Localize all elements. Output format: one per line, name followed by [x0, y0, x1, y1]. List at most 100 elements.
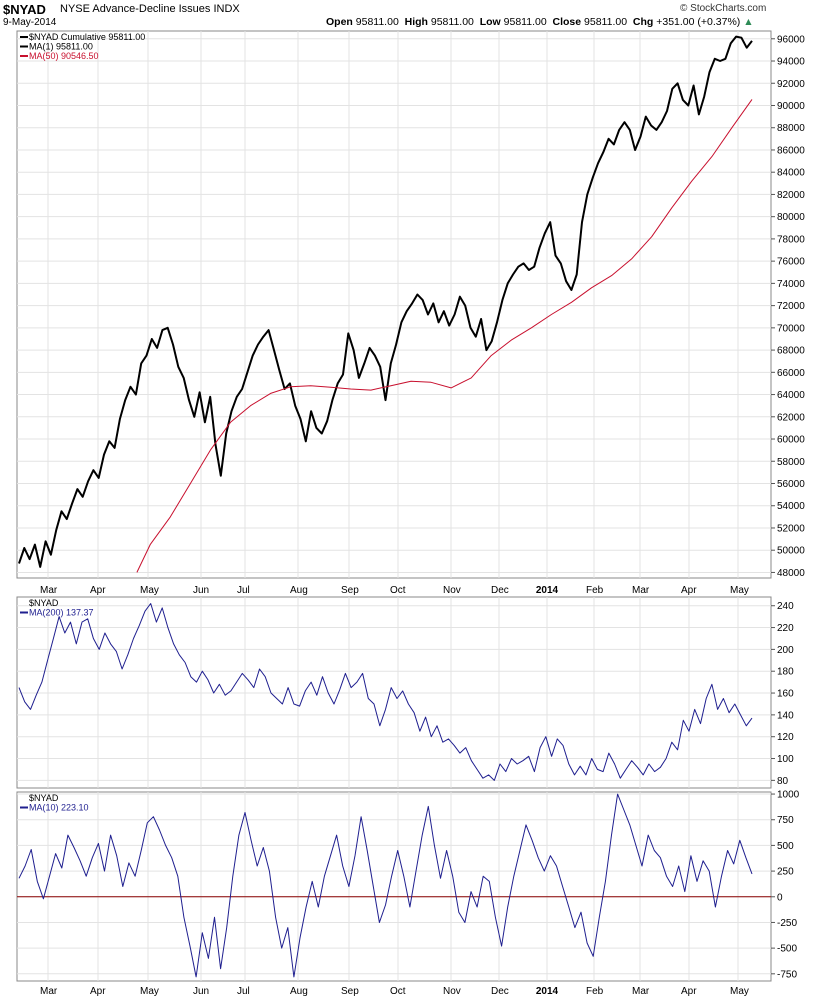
y-tick-label: 750 [777, 815, 794, 826]
x-tick-label: Nov [443, 986, 461, 997]
y-tick-label: 220 [777, 623, 794, 634]
price-panel: 48000 50000 52000 54000 56000 58000 60000 62000… [16, 30, 805, 596]
y-tick-label: 0 [777, 892, 783, 903]
y-tick-label: 80000 [777, 212, 805, 223]
x-tick-label: May [730, 986, 749, 997]
y-tick-label: 92000 [777, 79, 805, 90]
high-label: High [404, 16, 428, 28]
y-tick-label: 140 [777, 710, 794, 721]
y-tick-label: 86000 [777, 145, 805, 156]
legend-label: MA(1) 95811.00 [29, 42, 93, 52]
x-tick-label: Mar [40, 986, 58, 997]
x-tick-label: May [140, 585, 159, 596]
y-tick-label: 76000 [777, 257, 805, 268]
x-tick-label: 2014 [536, 986, 559, 997]
x-tick-label: 2014 [536, 585, 559, 596]
series-line-ma-10- [18, 793, 753, 978]
panel-frame [16, 791, 772, 982]
high-value: 95811.00 [430, 16, 474, 28]
y-tick-label: 90000 [777, 101, 805, 112]
y-tick-label: 84000 [777, 168, 805, 179]
close-value: 95811.00 [584, 16, 628, 28]
panel-frame [16, 30, 772, 579]
x-tick-label: Apr [90, 986, 106, 997]
legend-label: $NYAD Cumulative 95811.00 [29, 32, 145, 42]
y-tick-label: 1000 [777, 790, 800, 801]
x-tick-label: Feb [586, 585, 604, 596]
x-tick-label: Mar [632, 585, 650, 596]
x-tick-label: Apr [681, 986, 697, 997]
open-label: Open [326, 16, 353, 28]
x-tick-label: Apr [90, 585, 106, 596]
chart-date: 9-May-2014 [3, 17, 57, 28]
y-tick-label: 60000 [777, 435, 805, 446]
chg-label: Chg [632, 16, 654, 28]
series-line--nyad-cumulative [18, 35, 753, 568]
x-tick-label: Nov [443, 585, 461, 596]
y-tick-label: 56000 [777, 479, 805, 490]
up-arrow-icon: ▲ [743, 16, 754, 28]
y-tick-label: 100 [777, 754, 794, 765]
y-tick-label: 88000 [777, 123, 805, 134]
y-tick-label: -250 [777, 918, 797, 929]
y-tick-label: -500 [777, 944, 797, 955]
x-tick-label: Jun [193, 986, 209, 997]
y-tick-label: 54000 [777, 501, 805, 512]
x-tick-label: Apr [681, 585, 697, 596]
chg-value: +351.00 (+0.37%) [656, 16, 741, 28]
x-tick-label: Mar [632, 986, 650, 997]
watermark: © StockCharts.com [680, 3, 767, 14]
y-tick-label: 52000 [777, 523, 805, 534]
y-tick-label: 180 [777, 667, 794, 678]
x-tick-label: Aug [290, 585, 308, 596]
x-tick-label: Jul [237, 585, 250, 596]
legend-label: $NYAD [29, 598, 59, 608]
open-value: 95811.00 [355, 16, 399, 28]
y-tick-label: 240 [777, 601, 794, 612]
y-tick-label: 68000 [777, 346, 805, 357]
y-tick-label: 72000 [777, 301, 805, 312]
legend-label: MA(200) 137.37 [29, 608, 94, 618]
y-tick-label: 82000 [777, 190, 805, 201]
legend-label: $NYAD [29, 793, 59, 803]
y-tick-label: 94000 [777, 57, 805, 68]
y-tick-label: 96000 [777, 34, 805, 45]
legend-label: MA(50) 90546.50 [29, 51, 99, 61]
series-line-ma-50- [136, 99, 753, 573]
x-tick-label: Oct [390, 986, 406, 997]
y-tick-label: 500 [777, 841, 794, 852]
y-tick-label: 50000 [777, 546, 805, 557]
x-tick-label: Mar [40, 585, 58, 596]
y-tick-label: 66000 [777, 368, 805, 379]
series-line-ma-200- [18, 603, 753, 781]
y-tick-label: 80 [777, 776, 789, 787]
x-tick-label: May [730, 585, 749, 596]
y-tick-label: 64000 [777, 390, 805, 401]
y-tick-label: 70000 [777, 323, 805, 334]
x-tick-label: Sep [341, 986, 359, 997]
x-tick-label: Aug [290, 986, 308, 997]
symbol: $NYAD [3, 2, 46, 17]
description-text: NYSE Advance-Decline Issues [60, 3, 211, 15]
y-tick-label: 78000 [777, 234, 805, 245]
x-tick-label: Jun [193, 585, 209, 596]
y-tick-label: 120 [777, 732, 794, 743]
y-tick-label: 160 [777, 689, 794, 700]
low-value: 95811.00 [503, 16, 547, 28]
y-tick-label: 74000 [777, 279, 805, 290]
description: NYSE Advance-Decline Issues INDX [60, 3, 240, 15]
y-tick-label: -750 [777, 969, 797, 980]
legend-label: MA(10) 223.10 [29, 803, 89, 813]
x-tick-label: Oct [390, 585, 406, 596]
ohlc-bar: Open 95811.00 High 95811.00 Low 95811.00… [326, 16, 754, 28]
x-tick-label: Feb [586, 986, 604, 997]
x-tick-label: Dec [491, 986, 509, 997]
y-tick-label: 200 [777, 645, 794, 656]
y-tick-label: 250 [777, 867, 794, 878]
low-label: Low [479, 16, 501, 28]
x-tick-label: Dec [491, 585, 509, 596]
y-tick-label: 48000 [777, 568, 805, 579]
